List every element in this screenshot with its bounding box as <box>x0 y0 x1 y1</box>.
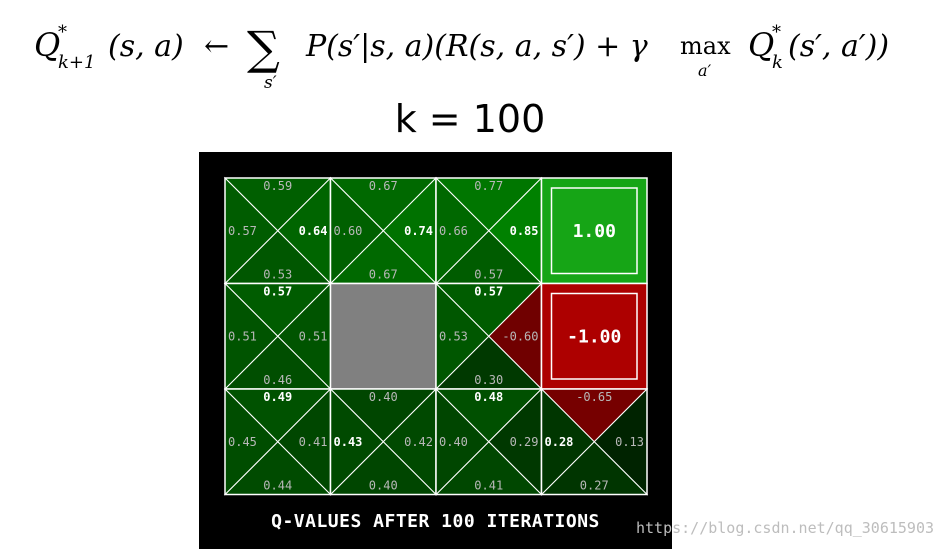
q-value-north: 0.59 <box>263 179 292 193</box>
wall-cell <box>329 282 437 390</box>
formula-transition-reward: P(s′|s, a)(R(s, a, s′) + γ <box>305 29 648 64</box>
gridworld-panel: 0.59 0.53 0.57 0.64 0.67 0.67 0.60 0.74 0.77 0.57… <box>199 152 672 549</box>
q-value-south: 0.44 <box>263 479 292 493</box>
q-value-east: -0.60 <box>502 329 538 343</box>
formula-lhs-star: * <box>58 22 67 43</box>
grid-cell-r0-c2: 0.77 0.57 0.66 0.85 <box>434 176 543 285</box>
formula-rhs-q: Q <box>748 26 774 64</box>
iteration-label: k = 100 <box>394 97 546 141</box>
terminal-inner-border <box>550 292 638 380</box>
q-value-south: 0.57 <box>474 268 503 282</box>
grid-cell-r0-c3: 1.00 <box>540 177 648 285</box>
q-value-south: 0.53 <box>263 268 292 282</box>
q-value-west: 0.43 <box>334 435 363 449</box>
q-value-north: 0.40 <box>369 390 398 404</box>
grid-cell-r0-c0: 0.59 0.53 0.57 0.64 <box>223 176 332 285</box>
q-value-north: 0.67 <box>369 179 398 193</box>
watermark: https://blog.csdn.net/qq_30615903 <box>635 519 934 537</box>
formula-max-subscript: a′ <box>698 61 712 80</box>
q-value-east: 0.64 <box>299 224 328 238</box>
formula-lhs-args: (s, a) <box>108 29 184 64</box>
terminal-value: -1.00 <box>567 326 621 347</box>
formula-sum-symbol: ∑ <box>247 21 280 75</box>
q-value-north: 0.49 <box>263 390 292 404</box>
q-value-west: 0.53 <box>439 329 468 343</box>
q-value-east: 0.13 <box>615 435 644 449</box>
formula-max: max <box>680 32 731 60</box>
formula-rhs-subscript: k <box>772 52 783 73</box>
panel-caption: Q-VALUES AFTER 100 ITERATIONS <box>271 511 600 532</box>
formula-lhs-subscript: k+1 <box>58 52 95 73</box>
q-value-west: 0.51 <box>228 329 257 343</box>
grid-cell-r2-c1: 0.40 0.40 0.43 0.42 <box>329 387 438 496</box>
terminal-cell-background <box>540 177 648 285</box>
q-value-north: 0.57 <box>263 285 292 299</box>
terminal-inner-border <box>550 187 638 275</box>
q-value-south: 0.41 <box>474 479 503 493</box>
q-value-south: 0.30 <box>474 373 503 387</box>
grid-cell-r1-c1 <box>329 282 437 390</box>
q-value-east: 0.41 <box>299 435 328 449</box>
terminal-value: 1.00 <box>573 221 616 242</box>
cell-border <box>540 388 648 496</box>
q-value-west: 0.40 <box>439 435 468 449</box>
q-value-east: 0.85 <box>510 224 539 238</box>
q-value-west: 0.45 <box>228 435 257 449</box>
q-value-west: 0.60 <box>334 224 363 238</box>
grid-cell-r1-c2: 0.57 0.30 0.53 -0.60 <box>434 282 543 391</box>
formula-rhs-args: (s′, a′)) <box>788 29 889 64</box>
grid-cell-r0-c1: 0.67 0.67 0.60 0.74 <box>329 176 438 285</box>
q-value-east: 0.74 <box>404 224 433 238</box>
q-value-gridworld: 0.59 0.53 0.57 0.64 0.67 0.67 0.60 0.74 0.77 0.57… <box>223 176 649 496</box>
q-value-west: 0.28 <box>545 435 574 449</box>
q-value-south: 0.27 <box>580 479 609 493</box>
q-value-east: 0.51 <box>299 329 328 343</box>
q-value-east: 0.29 <box>510 435 539 449</box>
grid-cell-r2-c0: 0.49 0.44 0.45 0.41 <box>223 387 332 496</box>
q-value-north: 0.77 <box>474 179 503 193</box>
q-value-east: 0.42 <box>404 435 433 449</box>
bellman-q-update-formula: Q * k+1 (s, a) ← ∑ s′ P(s′|s, a)(R(s, a,… <box>34 21 889 90</box>
q-value-north: 0.48 <box>474 390 503 404</box>
grid-cell-r1-c3: -1.00 <box>540 282 648 390</box>
formula-arrow: ← <box>204 29 229 64</box>
formula-sum-subscript: s′ <box>264 73 277 90</box>
grid-cell-r2-c3: -0.65 0.27 0.28 0.13 <box>540 387 649 496</box>
terminal-cell-background <box>540 282 648 390</box>
formula-rhs-star: * <box>772 22 781 43</box>
q-value-north: 0.57 <box>474 285 503 299</box>
formula-lhs-q: Q <box>34 26 60 64</box>
q-value-south: 0.40 <box>369 479 398 493</box>
q-value-west: 0.66 <box>439 224 468 238</box>
q-value-south: 0.67 <box>369 268 398 282</box>
q-value-west: 0.57 <box>228 224 257 238</box>
q-value-south: 0.46 <box>263 373 292 387</box>
grid-cell-r2-c2: 0.48 0.41 0.40 0.29 <box>434 387 543 496</box>
grid-cell-r1-c0: 0.57 0.46 0.51 0.51 <box>223 282 332 391</box>
q-value-north: -0.65 <box>576 390 612 404</box>
